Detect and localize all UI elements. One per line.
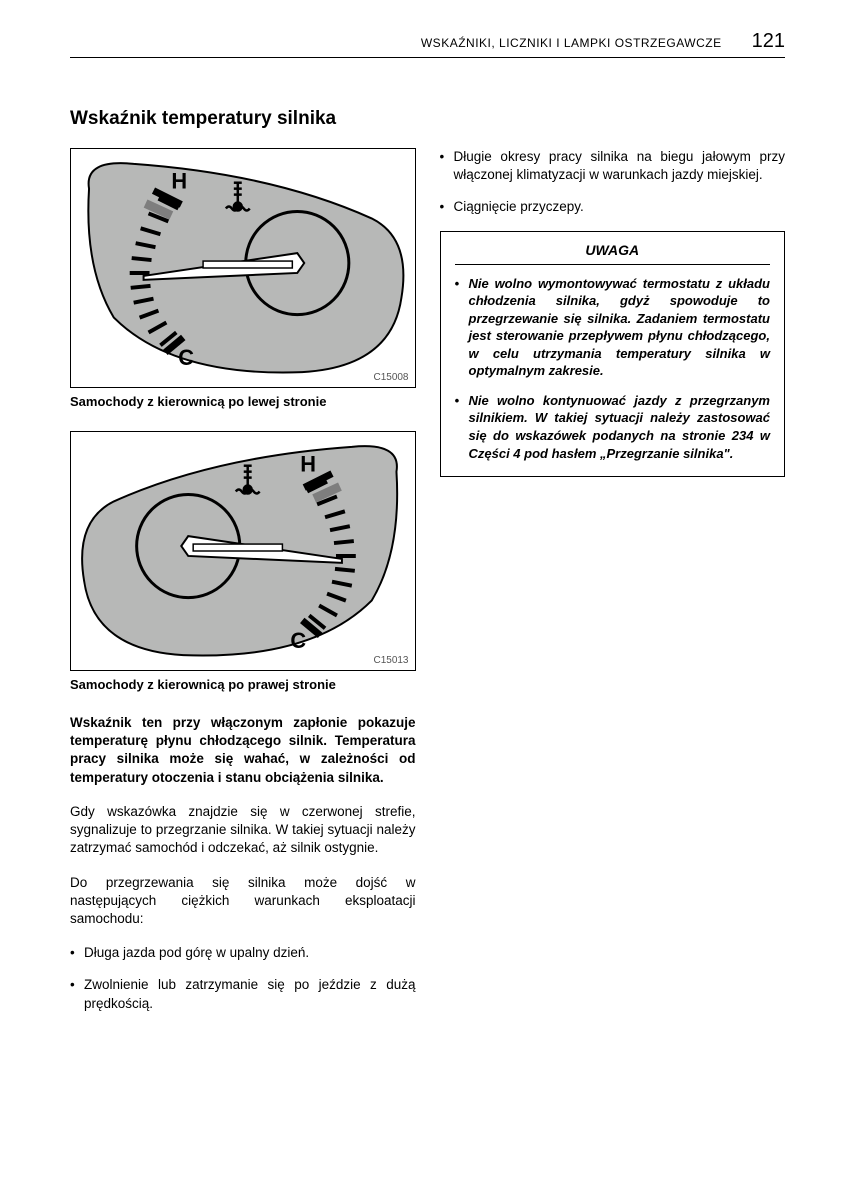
caption-2: Samochody z kierownicą po prawej stronie bbox=[70, 677, 416, 692]
gauge2-label-c: C bbox=[290, 628, 306, 653]
page-header: WSKAŹNIKI, LICZNIKI I LAMPKI OSTRZEGAWCZ… bbox=[70, 30, 785, 58]
figure-gauge-right-drive: H C C15013 bbox=[70, 431, 416, 671]
gauge1-label-h: H bbox=[171, 169, 187, 194]
content-columns: H C C15008 Samochody z kierownicą po lew… bbox=[70, 148, 785, 1027]
running-title: WSKAŹNIKI, LICZNIKI I LAMPKI OSTRZEGAWCZ… bbox=[421, 36, 722, 50]
right-bullet-2-text: Ciągnięcie przyczepy. bbox=[454, 198, 786, 216]
bullet-dot: • bbox=[440, 198, 454, 216]
left-bullet-2-text: Zwolnienie lub zatrzymanie się po jeździ… bbox=[84, 976, 416, 1012]
notice-bullet-2-text: Nie wolno kontynuować jazdy z przegrzany… bbox=[469, 392, 771, 462]
left-para-1: Wskaźnik ten przy włączonym zapłonie pok… bbox=[70, 714, 416, 787]
gauge-svg-1: H C bbox=[71, 149, 415, 387]
figure-gauge-left-drive: H C C15008 bbox=[70, 148, 416, 388]
caption-1: Samochody z kierownicą po lewej stronie bbox=[70, 394, 416, 409]
gauge1-label-c: C bbox=[178, 345, 194, 370]
notice-bullet-1: • Nie wolno wymontowywać termostatu z uk… bbox=[455, 275, 771, 380]
left-para-3: Do przegrzewania się silnika może dojść … bbox=[70, 874, 416, 929]
bullet-dot: • bbox=[70, 976, 84, 1012]
left-para-2: Gdy wskazówka znajdzie się w czerwonej s… bbox=[70, 803, 416, 858]
notice-bullet-2: • Nie wolno kontynuować jazdy z przegrza… bbox=[455, 392, 771, 462]
left-bullet-2: • Zwolnienie lub zatrzymanie się po jeźd… bbox=[70, 976, 416, 1012]
bullet-dot: • bbox=[455, 275, 469, 380]
notice-title: UWAGA bbox=[455, 242, 771, 265]
bullet-dot: • bbox=[70, 944, 84, 962]
left-bullet-1-text: Długa jazda pod górę w upalny dzień. bbox=[84, 944, 416, 962]
figure2-code: C15013 bbox=[373, 655, 408, 666]
figure1-code: C15008 bbox=[373, 372, 408, 383]
gauge2-label-h: H bbox=[300, 452, 316, 477]
page-number: 121 bbox=[752, 30, 785, 53]
notice-bullet-1-text: Nie wolno wymontowywać termostatu z ukła… bbox=[469, 275, 771, 380]
right-bullet-1-text: Długie okresy pracy silnika na biegu jał… bbox=[454, 148, 786, 184]
left-column: H C C15008 Samochody z kierownicą po lew… bbox=[70, 148, 416, 1027]
right-bullet-1: • Długie okresy pracy silnika na biegu j… bbox=[440, 148, 786, 184]
notice-box: UWAGA • Nie wolno wymontowywać termostat… bbox=[440, 231, 786, 477]
bullet-dot: • bbox=[455, 392, 469, 462]
right-bullet-2: • Ciągnięcie przyczepy. bbox=[440, 198, 786, 216]
bullet-dot: • bbox=[440, 148, 454, 184]
right-column: • Długie okresy pracy silnika na biegu j… bbox=[440, 148, 786, 1027]
section-title: Wskaźnik temperatury silnika bbox=[70, 108, 785, 130]
gauge-svg-2: H C bbox=[71, 432, 415, 670]
left-bullet-1: • Długa jazda pod górę w upalny dzień. bbox=[70, 944, 416, 962]
